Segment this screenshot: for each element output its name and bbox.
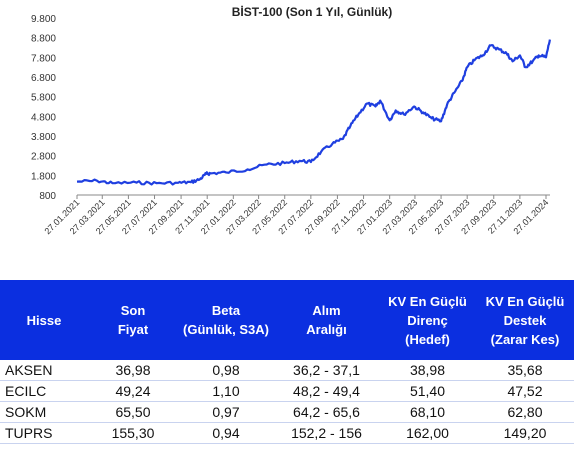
value-cell: 0,97 (212, 404, 240, 420)
y-tick-label: 2.800 (31, 152, 56, 163)
value-cell: 47,52 (507, 383, 543, 399)
column-header: KV En Güçlü Destek (Zarar Kes) (476, 280, 574, 360)
table-header-row: Hisse Son Fiyat Beta (Günlük, S3A) Alım Aralığ… (0, 280, 574, 360)
value-cell: 36,98 (115, 362, 151, 378)
column-header-line: Son (120, 303, 146, 318)
table-body: AKSEN 36,98 0,98 36,2 - 37,1 38,98 35,68 ECILC… (0, 360, 574, 444)
y-tick-label: 7.800 (31, 53, 56, 64)
value-cell: 48,2 - 49,4 (293, 383, 360, 399)
value-cell: 0,94 (212, 425, 240, 441)
column-header-line: KV En Güçlü (485, 293, 565, 309)
value-cell: 162,00 (406, 425, 449, 441)
column-header-line: Aralığı (306, 322, 347, 337)
table-row: ECILC 49,24 1,10 48,2 - 49,4 51,40 47,52 (0, 381, 574, 402)
column-header-line: (Hedef) (405, 331, 450, 347)
column-header: Beta (Günlük, S3A) (178, 280, 274, 360)
y-tick-label: 9.800 (31, 14, 56, 25)
value-cell: 65,50 (115, 404, 151, 420)
y-tick-label: 8.800 (31, 34, 56, 45)
ticker-cell: TUPRS (5, 425, 53, 441)
value-cell: 155,30 (111, 425, 155, 441)
column-header: Alım Aralığı (274, 280, 379, 360)
value-cell: 62,80 (507, 404, 543, 420)
table-row: AKSEN 36,98 0,98 36,2 - 37,1 38,98 35,68 (0, 360, 574, 381)
value-cell: 68,10 (409, 404, 446, 420)
x-axis: 27.01.202127.03.202127.05.202127.07.2021… (42, 195, 550, 236)
table-row: SOKM 65,50 0,97 64,2 - 65,6 68,10 62,80 (0, 402, 574, 423)
column-header-line: Direnç (407, 312, 448, 328)
column-header-line: Destek (503, 312, 547, 328)
value-cell: 36,2 - 37,1 (293, 362, 360, 378)
ticker-cell: ECILC (5, 383, 47, 399)
column-header-line: (Günlük, S3A) (183, 322, 269, 337)
column-header-line: Fiyat (117, 322, 149, 337)
value-cell: 35,68 (507, 362, 543, 378)
y-tick-label: 6.800 (31, 73, 56, 84)
column-header-line: Hisse (26, 312, 62, 328)
value-cell: 64,2 - 65,6 (293, 404, 360, 420)
table-row: TUPRS 155,30 0,94 152,2 - 156 162,00 149,20 (0, 423, 574, 444)
y-tick-label: 4.800 (31, 112, 56, 123)
column-header: KV En Güçlü Direnç (Hedef) (379, 280, 476, 360)
series-line (76, 39, 551, 186)
y-tick-label: 1.800 (31, 171, 56, 182)
value-cell: 49,24 (115, 383, 151, 399)
y-axis: 9.800 8.800 7.800 6.800 5.800 4.800 3.800 2.800… (31, 14, 56, 202)
stock-table-container: Hisse Son Fiyat Beta (Günlük, S3A) Alım Aralığ… (0, 280, 574, 444)
value-cell: 1,10 (212, 383, 240, 399)
value-cell: 51,40 (409, 383, 446, 399)
value-cell: 0,98 (212, 362, 240, 378)
y-tick-label: 800 (39, 191, 56, 202)
value-cell: 149,20 (503, 425, 547, 441)
column-header-line: Beta (211, 303, 241, 318)
column-header: Son Fiyat (88, 280, 178, 360)
y-tick-label: 3.800 (31, 132, 56, 143)
stock-table: Hisse Son Fiyat Beta (Günlük, S3A) Alım Aralığ… (0, 280, 574, 444)
column-header: Hisse (0, 280, 88, 360)
bist100-chart: BİST-100 (Son 1 Yıl, Günlük) 9.800 8.800 7… (31, 4, 551, 236)
chart-title: BİST-100 (Son 1 Yıl, Günlük) (232, 4, 392, 19)
ticker-cell: SOKM (5, 404, 47, 420)
column-header-line: KV En Güçlü (388, 293, 467, 309)
value-cell: 38,98 (409, 362, 446, 378)
column-header-line: (Zarar Kes) (490, 331, 560, 347)
value-cell: 152,2 - 156 (291, 425, 362, 441)
plot-area (76, 39, 551, 186)
column-header-line: Alım (312, 303, 341, 318)
ticker-cell: AKSEN (5, 362, 53, 378)
y-tick-label: 5.800 (31, 93, 56, 104)
